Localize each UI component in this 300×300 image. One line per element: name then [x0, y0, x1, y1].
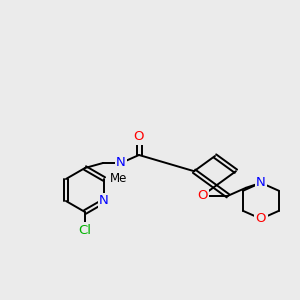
- Text: Me: Me: [110, 172, 128, 184]
- Text: O: O: [134, 130, 144, 143]
- Text: N: N: [99, 194, 109, 208]
- Text: O: O: [197, 189, 207, 202]
- Text: O: O: [256, 212, 266, 225]
- Text: N: N: [116, 157, 126, 169]
- Text: N: N: [256, 176, 266, 189]
- Text: Cl: Cl: [79, 224, 92, 236]
